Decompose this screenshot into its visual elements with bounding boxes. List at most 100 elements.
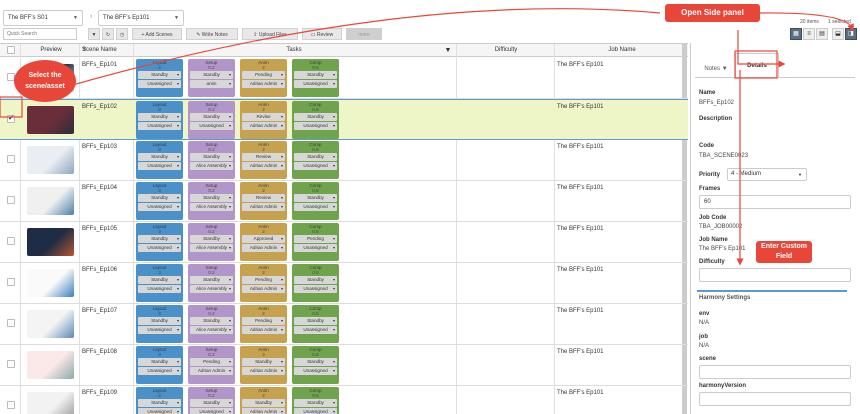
task-card-anim[interactable]: Anim 2 Pending ▾ Adrian Admin ▾ [240, 305, 287, 343]
task-assignee-dropdown[interactable]: Alice Assembly ▾ [190, 326, 233, 334]
quick-search-input[interactable] [3, 28, 77, 40]
task-status-dropdown[interactable]: Review ▾ [242, 153, 285, 161]
priority-select[interactable]: 4 - Medium ▼ [727, 168, 807, 181]
season-select[interactable]: The BFF's S01 ▼ [3, 10, 83, 26]
task-card-anim[interactable]: Anim 2 Pending ▾ Adrian Admin ▾ [240, 59, 287, 97]
table-row[interactable]: BFFs_Ep107 Layout 3 Standby ▾ Unassigned ▾ Setu… [0, 304, 688, 345]
task-card-anim[interactable]: Anim 2 Review ▾ Adrian Admin ▾ [240, 141, 287, 179]
task-assignee-dropdown[interactable]: Unassigned ▾ [138, 367, 181, 375]
task-card-anim[interactable]: Anim 2 Standby ▾ Adrian Admin ▾ [240, 346, 287, 384]
scene-name-cell[interactable]: BFFs_Ep105 [82, 226, 118, 232]
scene-thumbnail[interactable] [27, 269, 74, 297]
task-status-dropdown[interactable]: Standby ▾ [190, 153, 233, 161]
row-checkbox[interactable] [7, 319, 15, 327]
task-assignee-dropdown[interactable]: Alice Assembly ▾ [190, 285, 233, 293]
row-checkbox[interactable] [7, 360, 15, 368]
header-preview[interactable]: Preview [40, 47, 62, 53]
task-card-anim[interactable]: Anim 2 Approved ▾ Adrian Admin ▾ [240, 223, 287, 261]
episode-select[interactable]: The BFF's Ep101 ▼ [98, 10, 184, 26]
task-assignee-dropdown[interactable]: anim ▾ [190, 80, 233, 88]
table-row[interactable]: BFFs_Ep103 Layout 3 Standby ▾ Unassigned ▾ Setu… [0, 140, 688, 181]
task-card-anim[interactable]: Anim 2 Pending ▾ Adrian Admin ▾ [240, 264, 287, 302]
task-status-dropdown[interactable]: Pending ▾ [242, 317, 285, 325]
task-assignee-dropdown[interactable]: Unassigned ▾ [294, 80, 337, 88]
task-card-layout[interactable]: Layout 3 Standby ▾ Unassigned ▾ [136, 387, 183, 414]
task-card-setup[interactable]: Setup 0.2 Standby ▾ Alice Assembly ▾ [188, 182, 235, 220]
task-card-layout[interactable]: Layout 3 Standby ▾ Unassigned ▾ [136, 101, 183, 139]
scene-name-cell[interactable]: BFFs_Ep102 [82, 104, 118, 110]
header-job-name[interactable]: Job Name [608, 47, 636, 53]
task-card-setup[interactable]: Setup 0.2 Pending ▾ Adrian Admin ▾ [188, 346, 235, 384]
header-tasks[interactable]: Tasks [286, 47, 302, 53]
list-view-icon[interactable]: ≡ [803, 28, 815, 40]
scene-thumbnail[interactable] [27, 392, 74, 414]
task-status-dropdown[interactable]: Standby ▾ [294, 71, 337, 79]
row-checkbox[interactable] [7, 155, 15, 163]
task-card-comp[interactable]: Comp 0.5 Standby ▾ Unassigned ▾ [292, 387, 339, 414]
scene-name-cell[interactable]: BFFs_Ep108 [82, 349, 118, 355]
history-icon[interactable]: ◷ [116, 28, 128, 40]
row-checkbox[interactable] [7, 237, 15, 245]
task-status-dropdown[interactable]: Standby ▾ [294, 276, 337, 284]
scene-thumbnail[interactable] [27, 351, 74, 379]
task-assignee-dropdown[interactable]: Adrian Admin ▾ [242, 203, 285, 211]
task-status-dropdown[interactable]: Standby ▾ [190, 194, 233, 202]
task-card-setup[interactable]: Setup 0.2 Standby ▾ Alice Assembly ▾ [188, 305, 235, 343]
task-card-setup[interactable]: Setup 0.2 Standby ▾ Alice Assembly ▾ [188, 264, 235, 302]
task-assignee-dropdown[interactable]: Adrian Admin ▾ [242, 367, 285, 375]
table-row[interactable]: BFFs_Ep105 Layout 3 Standby ▾ Unassigned ▾ Setu… [0, 222, 688, 263]
task-status-dropdown[interactable]: Revise ▾ [242, 113, 285, 121]
upload-files-button[interactable]: ⇪ Upload Files [242, 28, 298, 40]
task-assignee-dropdown[interactable]: Unassigned ▾ [138, 122, 181, 130]
task-status-dropdown[interactable]: Standby ▾ [138, 71, 181, 79]
task-card-comp[interactable]: Comp 0.5 Standby ▾ Unassigned ▾ [292, 141, 339, 179]
task-assignee-dropdown[interactable]: Unassigned ▾ [294, 122, 337, 130]
tab-notes[interactable]: Notes ▼ [699, 61, 733, 77]
task-status-dropdown[interactable]: Standby ▾ [138, 153, 181, 161]
task-card-layout[interactable]: Layout 3 Standby ▾ Unassigned ▾ [136, 346, 183, 384]
bottom-panel-icon[interactable]: ⬓ [832, 28, 844, 40]
task-card-anim[interactable]: Anim 2 Review ▾ Adrian Admin ▾ [240, 182, 287, 220]
task-assignee-dropdown[interactable]: Unassigned ▾ [138, 326, 181, 334]
frames-input[interactable]: 60 [699, 195, 851, 209]
task-assignee-dropdown[interactable]: Adrian Admin ▾ [242, 408, 285, 414]
task-card-setup[interactable]: Setup 0.2 Standby ▾ anim ▾ [188, 59, 235, 97]
task-status-dropdown[interactable]: Pending ▾ [242, 276, 285, 284]
table-row[interactable]: BFFs_Ep108 Layout 3 Standby ▾ Unassigned ▾ Setu… [0, 345, 688, 386]
task-assignee-dropdown[interactable]: Unassigned ▾ [294, 285, 337, 293]
task-assignee-dropdown[interactable]: Unassigned ▾ [190, 122, 233, 130]
task-assignee-dropdown[interactable]: Adrian Admin ▾ [242, 122, 285, 130]
task-status-dropdown[interactable]: Standby ▾ [138, 235, 181, 243]
task-card-setup[interactable]: Setup 0.2 Standby ▾ Alice Assembly ▾ [188, 223, 235, 261]
task-card-layout[interactable]: Layout 3 Standby ▾ Unassigned ▾ [136, 305, 183, 343]
task-status-dropdown[interactable]: Standby ▾ [294, 399, 337, 407]
task-status-dropdown[interactable]: Standby ▾ [294, 317, 337, 325]
task-status-dropdown[interactable]: Review ▾ [242, 194, 285, 202]
task-assignee-dropdown[interactable]: Adrian Admin ▾ [190, 367, 233, 375]
task-status-dropdown[interactable]: Standby ▾ [138, 317, 181, 325]
filter-icon[interactable]: ▼ [444, 47, 452, 54]
table-row[interactable]: BFFs_Ep104 Layout 3 Standby ▾ Unassigned ▾ Setu… [0, 181, 688, 222]
task-assignee-dropdown[interactable]: Unassigned ▾ [138, 80, 181, 88]
task-card-comp[interactable]: Comp 0.5 Standby ▾ Unassigned ▾ [292, 305, 339, 343]
add-scenes-button[interactable]: + Add Scenes [132, 28, 182, 40]
task-status-dropdown[interactable]: Standby ▾ [190, 317, 233, 325]
task-status-dropdown[interactable]: Standby ▾ [242, 399, 285, 407]
task-card-comp[interactable]: Comp 0.5 Standby ▾ Unassigned ▾ [292, 346, 339, 384]
filter-icon[interactable]: ▼ [88, 28, 100, 40]
task-card-layout[interactable]: Layout 3 Standby ▾ Unassigned ▾ [136, 223, 183, 261]
task-assignee-dropdown[interactable]: Adrian Admin ▾ [242, 244, 285, 252]
row-checkbox[interactable] [7, 278, 15, 286]
task-assignee-dropdown[interactable]: Unassigned ▾ [294, 326, 337, 334]
task-card-layout[interactable]: Layout 3 Standby ▾ Unassigned ▾ [136, 264, 183, 302]
task-assignee-dropdown[interactable]: Alice Assembly ▾ [190, 244, 233, 252]
task-assignee-dropdown[interactable]: Unassigned ▾ [138, 162, 181, 170]
scene-thumbnail[interactable] [27, 310, 74, 338]
scene-name-cell[interactable]: BFFs_Ep103 [82, 144, 118, 150]
task-assignee-dropdown[interactable]: Unassigned ▾ [294, 244, 337, 252]
task-assignee-dropdown[interactable]: Adrian Admin ▾ [242, 285, 285, 293]
task-status-dropdown[interactable]: Approved ▾ [242, 235, 285, 243]
task-card-setup[interactable]: Setup 0.2 Standby ▾ Alice Assembly ▾ [188, 141, 235, 179]
task-card-anim[interactable]: Anim 2 Standby ▾ Adrian Admin ▾ [240, 387, 287, 414]
row-checkbox[interactable] [7, 401, 15, 409]
